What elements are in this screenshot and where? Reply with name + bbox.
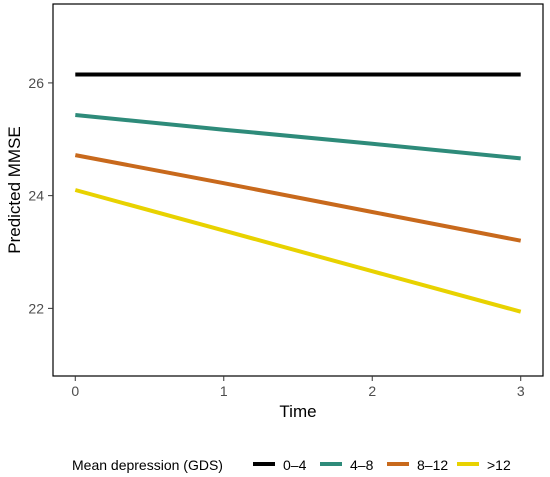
y-axis-title: Predicted MMSE xyxy=(5,126,24,254)
legend-label-8-12: 8–12 xyxy=(417,457,448,473)
x-tick-label: 1 xyxy=(220,383,228,399)
legend-label-gt12: >12 xyxy=(487,457,511,473)
plot-panel xyxy=(52,3,544,377)
series-line-gt12 xyxy=(74,188,522,314)
y-axis: 22 24 26 xyxy=(28,75,53,316)
series-layer xyxy=(74,72,522,314)
legend-label-0-4: 0–4 xyxy=(283,457,307,473)
x-axis-title: Time xyxy=(279,402,316,421)
series-line-8-12 xyxy=(74,153,522,243)
y-tick-label: 26 xyxy=(28,75,44,91)
y-tick-label: 24 xyxy=(28,188,44,204)
x-axis: 0 1 2 3 xyxy=(71,376,525,399)
legend: Mean depression (GDS) 0–4 4–8 8–12 >12 xyxy=(72,457,511,473)
legend-title: Mean depression (GDS) xyxy=(72,457,223,473)
legend-label-4-8: 4–8 xyxy=(350,457,374,473)
x-tick-label: 0 xyxy=(71,383,79,399)
y-tick-label: 22 xyxy=(28,300,44,316)
x-tick-label: 3 xyxy=(517,383,525,399)
x-tick-label: 2 xyxy=(368,383,376,399)
series-line-4-8 xyxy=(75,113,521,161)
